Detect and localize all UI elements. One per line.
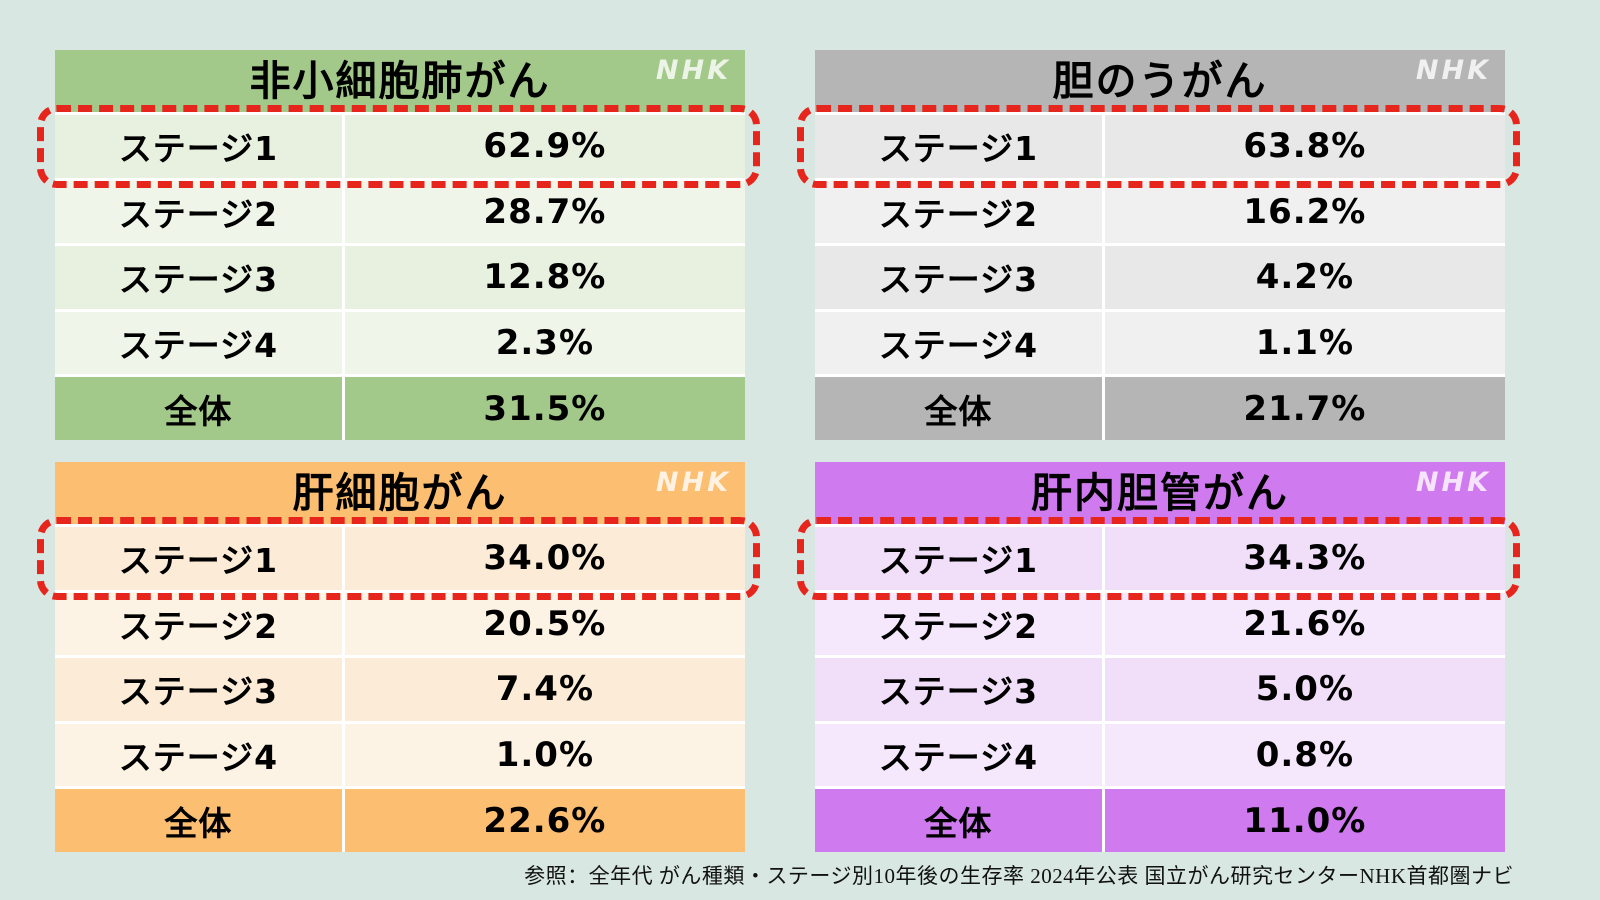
stage-value: 16.2% — [1243, 191, 1367, 232]
table-header: 胆のうがん NHK — [815, 50, 1505, 112]
total-value: 21.7% — [1243, 388, 1367, 429]
table-body: ステージ1 34.3% ステージ2 21.6% ステージ3 5.0% ステージ4… — [797, 517, 1520, 852]
table-row-stage3: ステージ3 7.4% — [55, 655, 745, 721]
table-body: ステージ1 34.0% ステージ2 20.5% ステージ3 7.4% ステージ4… — [37, 517, 760, 852]
stage-value: 62.9% — [483, 126, 607, 167]
stage-value: 20.5% — [483, 603, 607, 644]
table-row-stage4: ステージ4 0.8% — [815, 720, 1505, 787]
table-body: ステージ1 63.8% ステージ2 16.2% ステージ3 4.2% ステージ4… — [797, 105, 1520, 440]
stage-value: 1.1% — [1255, 323, 1355, 364]
table-row-total: 全体 11.0% — [815, 786, 1505, 852]
table-row-stage4: ステージ4 2.3% — [55, 308, 745, 375]
nhk-watermark: NHK — [655, 55, 731, 86]
total-label: 全体 — [55, 789, 345, 852]
stage-label: ステージ1 — [55, 115, 345, 178]
stage-label: ステージ2 — [815, 180, 1105, 244]
total-value: 31.5% — [483, 388, 607, 429]
table-row-stage3: ステージ3 5.0% — [815, 655, 1505, 721]
table-row-stage1: ステージ1 34.3% — [797, 517, 1520, 600]
stage-value: 34.3% — [1243, 538, 1367, 579]
table-row-stage3: ステージ3 12.8% — [55, 243, 745, 309]
table-header: 肝内胆管がん NHK — [815, 462, 1505, 524]
table-row-stage3: ステージ3 4.2% — [815, 243, 1505, 309]
table-card-lung: 非小細胞肺がん NHK ステージ1 62.9% ステージ2 28.7% ステージ… — [37, 50, 760, 440]
table-card-liver-cell: 肝細胞がん NHK ステージ1 34.0% ステージ2 20.5% ステージ3 … — [37, 462, 760, 852]
stage-value: 0.8% — [1255, 735, 1355, 776]
nhk-watermark: NHK — [655, 467, 731, 498]
table-row-stage2: ステージ2 16.2% — [815, 177, 1505, 244]
table-row-stage2: ステージ2 20.5% — [55, 589, 745, 656]
stage-value: 1.0% — [495, 735, 595, 776]
stage-label: ステージ4 — [55, 723, 345, 787]
total-label: 全体 — [815, 377, 1105, 440]
stage-label: ステージ3 — [815, 246, 1105, 309]
table-header: 非小細胞肺がん NHK — [55, 50, 745, 112]
stage-label: ステージ1 — [55, 527, 345, 590]
stage-label: ステージ1 — [815, 527, 1105, 590]
table-row-stage1: ステージ1 62.9% — [37, 105, 760, 188]
stage-value: 34.0% — [483, 538, 607, 579]
stage-label: ステージ4 — [815, 311, 1105, 375]
stage-label: ステージ3 — [815, 658, 1105, 721]
stage-label: ステージ2 — [815, 592, 1105, 656]
stage-value: 4.2% — [1255, 257, 1355, 298]
stage-value: 28.7% — [483, 191, 607, 232]
table-title: 胆のうがん — [1052, 56, 1268, 105]
table-row-stage1: ステージ1 63.8% — [797, 105, 1520, 188]
total-value: 22.6% — [483, 800, 607, 841]
table-title: 肝細胞がん — [292, 468, 508, 517]
stage-value: 2.3% — [495, 323, 595, 364]
nhk-watermark: NHK — [1415, 467, 1491, 498]
source-caption: 参照：全年代 がん種類・ステージ別10年後の生存率 2024年公表 国立がん研究… — [524, 864, 1514, 888]
nhk-watermark: NHK — [1415, 55, 1491, 86]
table-body: ステージ1 62.9% ステージ2 28.7% ステージ3 12.8% ステージ… — [37, 105, 760, 440]
table-row-total: 全体 22.6% — [55, 786, 745, 852]
stage-label: ステージ1 — [815, 115, 1105, 178]
stage-label: ステージ2 — [55, 180, 345, 244]
stage-value: 5.0% — [1255, 669, 1355, 710]
stage-value: 12.8% — [483, 257, 607, 298]
table-row-stage2: ステージ2 28.7% — [55, 177, 745, 244]
total-value: 11.0% — [1243, 800, 1367, 841]
table-row-total: 全体 31.5% — [55, 374, 745, 440]
stage-value: 21.6% — [1243, 603, 1367, 644]
table-row-stage4: ステージ4 1.1% — [815, 308, 1505, 375]
table-title: 非小細胞肺がん — [249, 56, 551, 105]
table-row-total: 全体 21.7% — [815, 374, 1505, 440]
stage-value: 63.8% — [1243, 126, 1367, 167]
table-card-gallbladder: 胆のうがん NHK ステージ1 63.8% ステージ2 16.2% ステージ3 … — [797, 50, 1520, 440]
stage-label: ステージ3 — [55, 246, 345, 309]
table-row-stage2: ステージ2 21.6% — [815, 589, 1505, 656]
total-label: 全体 — [815, 789, 1105, 852]
table-title: 肝内胆管がん — [1031, 468, 1289, 517]
stage-label: ステージ2 — [55, 592, 345, 656]
table-row-stage1: ステージ1 34.0% — [37, 517, 760, 600]
stage-label: ステージ3 — [55, 658, 345, 721]
table-row-stage4: ステージ4 1.0% — [55, 720, 745, 787]
table-header: 肝細胞がん NHK — [55, 462, 745, 524]
stage-value: 7.4% — [495, 669, 595, 710]
stage-label: ステージ4 — [55, 311, 345, 375]
stage-label: ステージ4 — [815, 723, 1105, 787]
total-label: 全体 — [55, 377, 345, 440]
table-card-bile-duct: 肝内胆管がん NHK ステージ1 34.3% ステージ2 21.6% ステージ3… — [797, 462, 1520, 852]
